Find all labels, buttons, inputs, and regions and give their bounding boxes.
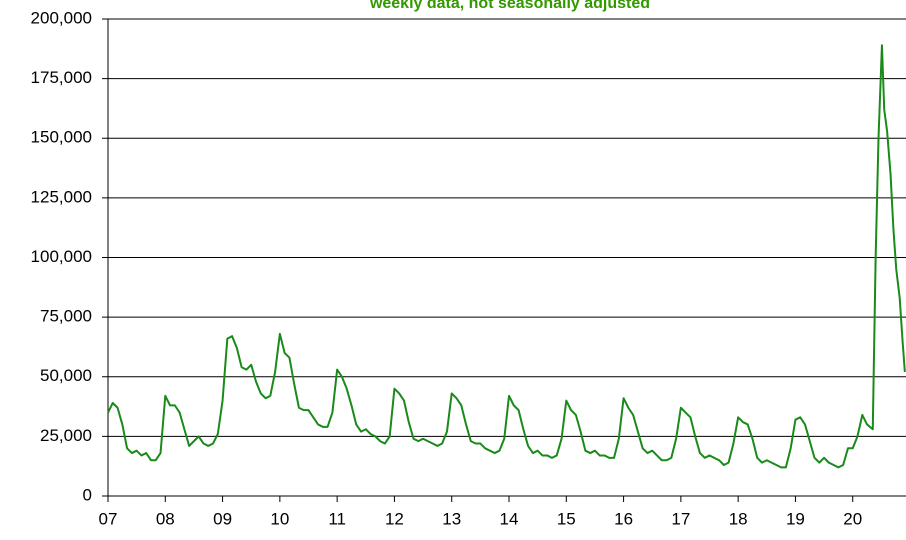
y-tick-label: 175,000: [31, 68, 92, 87]
y-tick-label: 25,000: [40, 426, 92, 445]
x-tick-label: 13: [442, 509, 461, 528]
x-tick-label: 10: [270, 509, 289, 528]
x-tick-label: 17: [671, 509, 690, 528]
x-tick-label: 11: [328, 509, 346, 528]
x-tick-label: 08: [156, 509, 175, 528]
x-tick-label: 15: [557, 509, 576, 528]
x-tick-label: 20: [843, 509, 862, 528]
y-tick-label: 150,000: [31, 128, 92, 147]
x-tick-label: 12: [385, 509, 404, 528]
x-tick-label: 16: [614, 509, 633, 528]
y-tick-label: 200,000: [31, 8, 92, 27]
x-tick-label: 18: [729, 509, 748, 528]
y-tick-label: 125,000: [31, 187, 92, 206]
x-tick-label: 19: [786, 509, 805, 528]
x-tick-label: 14: [500, 509, 519, 528]
y-tick-label: 0: [83, 485, 92, 504]
y-tick-label: 50,000: [40, 366, 92, 385]
x-tick-label: 07: [99, 509, 118, 528]
y-tick-label: 75,000: [40, 307, 92, 326]
x-tick-label: 09: [213, 509, 232, 528]
y-tick-label: 100,000: [31, 247, 92, 266]
data-line: [107, 44, 906, 469]
chart-subtitle: weekly data, not seasonally adjusted: [369, 0, 650, 12]
